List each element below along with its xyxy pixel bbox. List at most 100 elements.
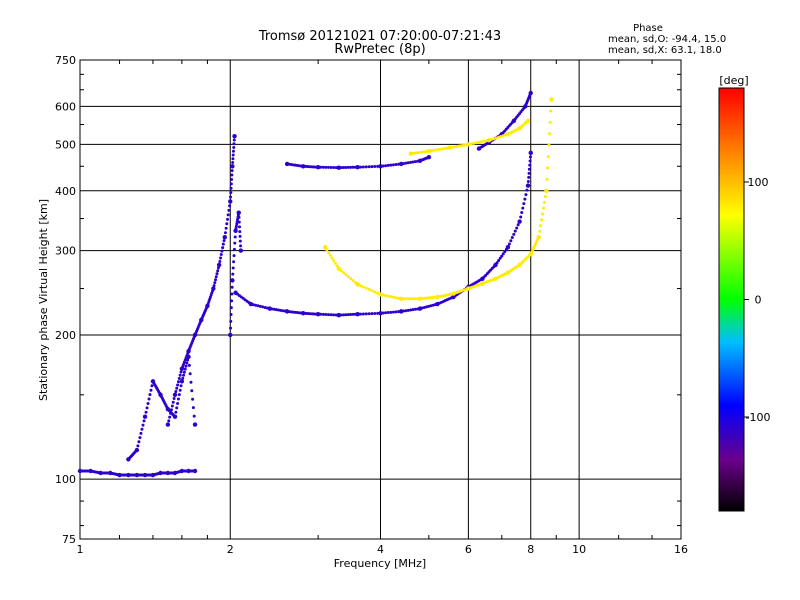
data-point-trail [498, 256, 502, 260]
data-point-o [355, 164, 360, 170]
data-point-trail [189, 380, 193, 384]
data-point-trail [361, 285, 365, 289]
data-point-trail [367, 165, 371, 169]
data-point-trail [418, 150, 422, 154]
data-point-trail [440, 147, 444, 151]
data-point-trail [351, 278, 355, 282]
data-point-x [323, 244, 328, 250]
data-point-trail [326, 165, 330, 169]
data-point-trail [344, 313, 348, 317]
data-point-trail [384, 311, 388, 315]
data-point-trail [188, 372, 192, 376]
data-point-trail [406, 161, 410, 165]
data-point-trail [342, 313, 346, 317]
data-point-trail [231, 153, 235, 157]
data-point-trail [346, 275, 350, 279]
data-point-trail [413, 160, 417, 164]
data-point-trail [148, 393, 152, 397]
data-point-trail [226, 217, 230, 221]
data-point-trail [237, 215, 241, 219]
data-point-trail [500, 254, 504, 258]
data-point-trail [191, 397, 195, 401]
data-point-trail [177, 377, 181, 381]
colorbar-label: [deg] [719, 74, 748, 87]
data-point-trail [223, 231, 227, 235]
data-point-trail [538, 229, 542, 233]
data-point-trail [183, 367, 187, 371]
data-point-trail [501, 134, 505, 138]
data-point-trail [332, 313, 336, 317]
data-point-trail [324, 313, 328, 317]
data-point-o [236, 210, 241, 215]
data-point-trail [520, 211, 524, 215]
data-point-trail [452, 145, 456, 149]
data-point-trail [226, 213, 230, 217]
y-tick-label: 75 [62, 533, 76, 546]
data-point-trail [254, 303, 258, 307]
data-point-trail [459, 144, 463, 148]
data-point-trail [413, 307, 417, 311]
data-point-trail [344, 165, 348, 169]
data-point-trail [182, 370, 186, 374]
x-tick-label: 6 [465, 543, 472, 556]
data-point-trail [527, 175, 531, 179]
data-point-trail [230, 292, 234, 296]
data-points [77, 90, 554, 478]
data-point-trail [381, 311, 385, 315]
data-point-trail [406, 297, 410, 301]
data-point-trail [234, 227, 238, 231]
data-point-trail [168, 415, 172, 419]
data-point-o [230, 164, 235, 169]
x-tick-label: 16 [674, 543, 688, 556]
data-point-trail [381, 293, 385, 297]
data-point-trail [330, 256, 334, 260]
data-point-trail [528, 159, 532, 163]
data-point-o [216, 262, 222, 268]
data-point-trail [359, 165, 363, 169]
data-point-trail [477, 140, 481, 144]
data-point-trail [409, 297, 413, 301]
data-point-trail [231, 266, 235, 270]
data-point-trail [413, 297, 417, 301]
data-point-trail [402, 162, 406, 166]
data-point-trail [499, 134, 503, 138]
data-point-trail [321, 165, 325, 169]
data-point-trail [229, 186, 233, 190]
data-point-trail [213, 281, 217, 285]
y-tick-label: 100 [55, 473, 76, 486]
x-tick-label: 8 [527, 543, 534, 556]
data-point-trail [346, 165, 350, 169]
data-point-o [230, 278, 235, 283]
data-point-trail [349, 277, 353, 281]
data-point-trail [319, 312, 323, 316]
data-point-trail [138, 436, 142, 440]
data-point-trail [435, 148, 439, 152]
data-point-trail [497, 259, 501, 263]
data-point-trail [402, 309, 406, 313]
data-point-trail [528, 155, 532, 159]
data-point-trail [543, 200, 547, 204]
data-point-trail [222, 239, 226, 243]
data-point-trail [230, 173, 234, 177]
data-point-trail [231, 272, 235, 276]
data-point-trail [431, 295, 435, 299]
data-point-trail [144, 410, 148, 414]
data-point-x [536, 234, 541, 240]
data-point-trail [232, 138, 236, 142]
data-point-trail [238, 234, 242, 238]
data-point-trail [339, 269, 343, 273]
data-point-trail [411, 297, 415, 301]
colorbar-ticks: 100 0 -100 [744, 176, 770, 424]
data-point-trail [367, 312, 371, 316]
data-point-trail [346, 313, 350, 317]
data-point-trail [391, 295, 395, 299]
data-point-o [192, 422, 198, 427]
data-point-trail [389, 310, 393, 314]
data-point-trail [422, 296, 426, 300]
data-point-trail [171, 400, 175, 404]
data-point-x [398, 296, 404, 301]
data-point-o [238, 248, 244, 253]
data-point-trail [214, 278, 218, 282]
data-point-trail [489, 137, 493, 141]
data-point-trail [136, 444, 140, 448]
